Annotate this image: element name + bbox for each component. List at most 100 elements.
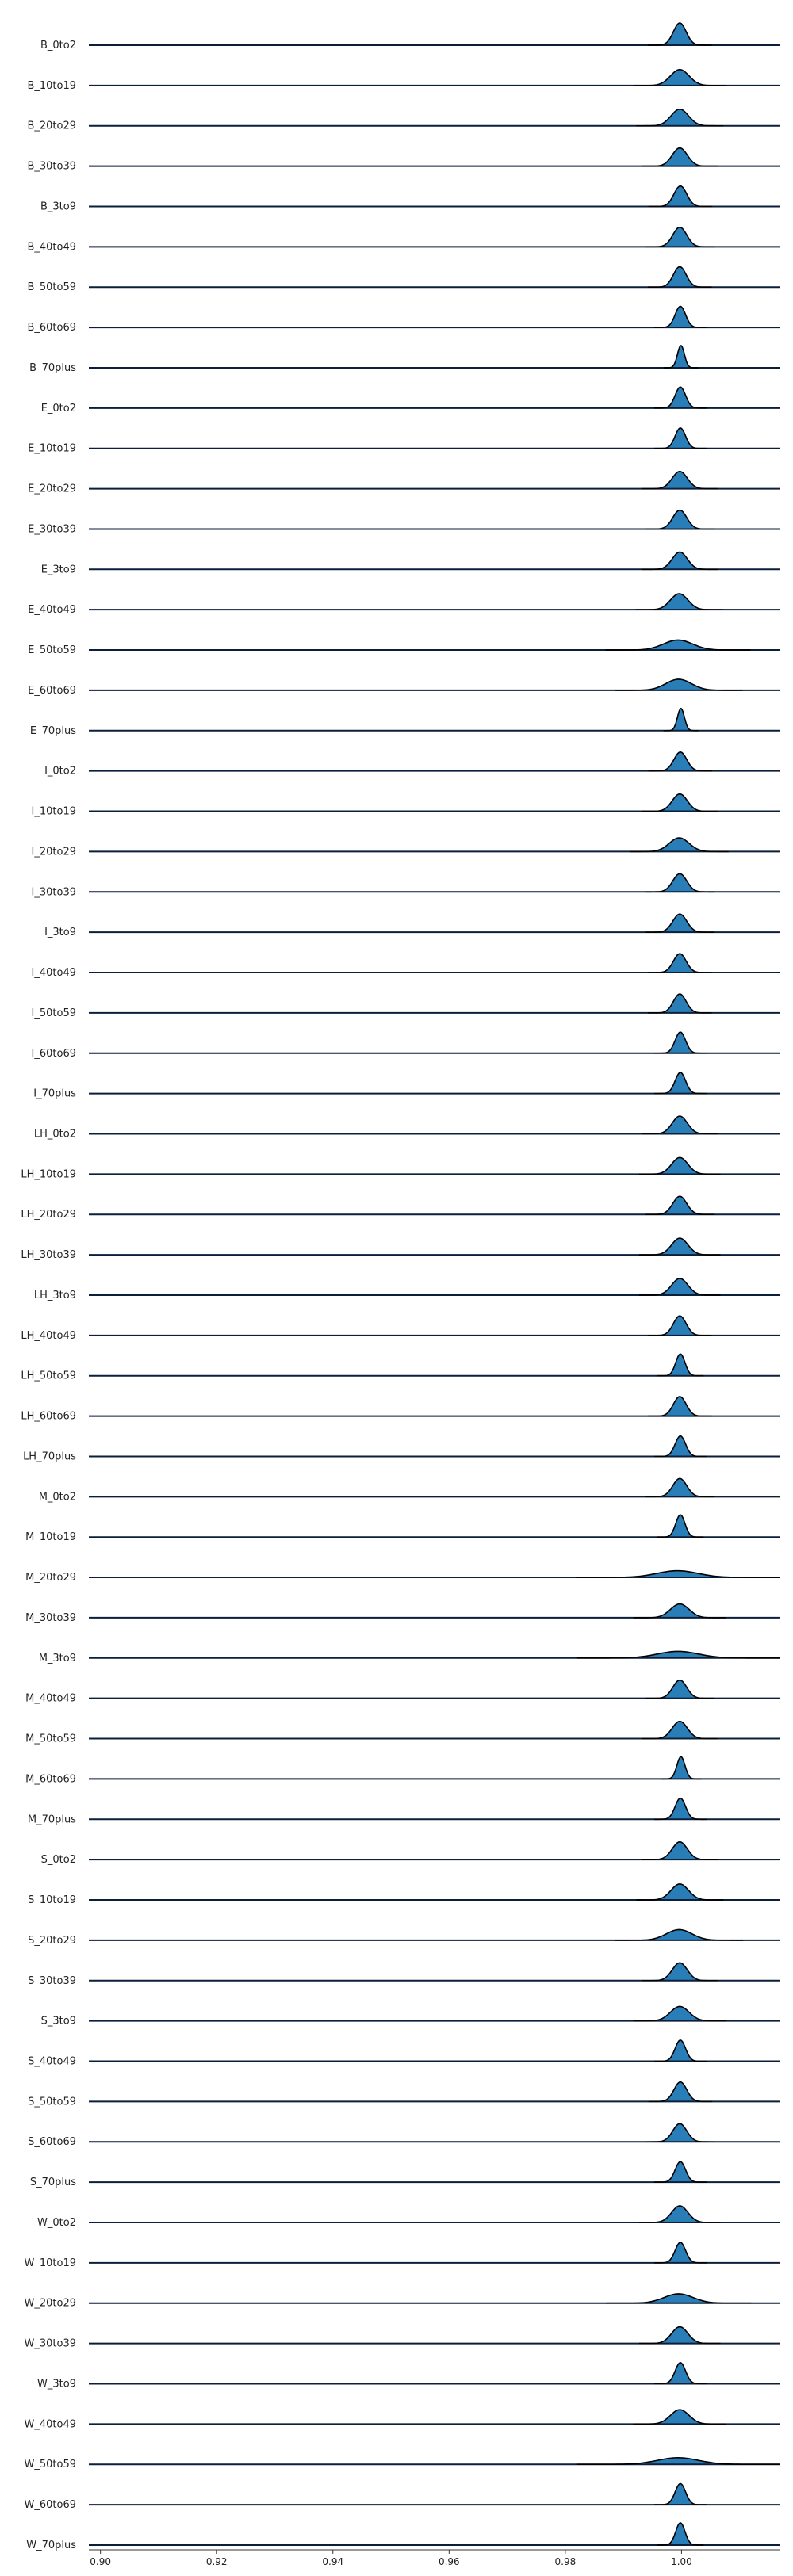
row-label: E_20to29 (28, 483, 76, 495)
row-label: I_10to19 (32, 806, 76, 818)
ridge-row: S_20to29 (28, 1928, 780, 1947)
ridge-area (633, 2410, 726, 2425)
ridge-area (647, 994, 712, 1013)
ridge-area (642, 552, 718, 570)
ridge-row: B_50to59 (27, 266, 780, 293)
ridge-outline (638, 2205, 721, 2223)
ridge-row: W_3to9 (37, 2362, 780, 2390)
ridge-row: S_40to49 (28, 2039, 780, 2068)
row-label: M_0to2 (39, 1491, 76, 1503)
row-label: I_30to39 (32, 886, 76, 898)
ridge-row: W_70plus (26, 2522, 780, 2551)
ridge-outline (645, 873, 715, 893)
ridge-area (661, 1756, 702, 1779)
ridge-outline (633, 2409, 726, 2425)
row-label: LH_10to19 (21, 1168, 76, 1180)
ridge-outline (635, 593, 723, 610)
ridge-area (663, 708, 699, 731)
ridge-row: B_0to2 (40, 22, 780, 52)
ridge-area (647, 23, 712, 45)
row-label: E_60to69 (28, 685, 76, 697)
ridge-row: W_30to39 (25, 2326, 780, 2350)
ridge-area (638, 1157, 721, 1175)
ridge-area (653, 2039, 707, 2062)
ridge-area (642, 1116, 718, 1134)
row-label: LH_20to29 (21, 1209, 76, 1221)
x-tick-label: 0.90 (90, 2556, 111, 2567)
ridge-row: I_60to69 (32, 1031, 780, 1060)
ridge-area (647, 266, 712, 288)
row-label: M_40to49 (25, 1693, 76, 1705)
ridge-row: S_60to69 (28, 2123, 780, 2148)
ridge-outline (657, 1514, 704, 1538)
ridge-outline (645, 1679, 715, 1699)
ridge-row: E_0to2 (41, 386, 780, 415)
row-label: M_20to29 (25, 1572, 76, 1584)
ridge-outline (645, 2123, 715, 2143)
ridge-outline (648, 185, 713, 208)
row-label: B_30to39 (27, 161, 76, 173)
row-label: B_70plus (29, 362, 76, 374)
ridge-row: I_70plus (33, 1072, 780, 1100)
ridge-row: M_40to49 (25, 1679, 780, 1705)
x-tick-label: 0.94 (322, 2556, 343, 2567)
ridge-outline (657, 1353, 704, 1377)
ridge-area (647, 1316, 712, 1336)
ridge-row: W_20to29 (25, 2293, 780, 2310)
ridge-row: S_30to39 (28, 1962, 780, 1987)
ridge-area (648, 751, 713, 771)
ridge-row: I_50to59 (32, 993, 780, 1019)
row-label: B_3to9 (40, 201, 76, 212)
ridge-row: M_0to2 (39, 1477, 780, 1503)
ridge-outline (642, 551, 718, 571)
ridge-area (576, 1651, 780, 1658)
ridge-area (653, 387, 707, 408)
ridge-row: S_70plus (30, 2161, 780, 2188)
ridge-row: E_40to49 (28, 593, 780, 616)
ridge-row: B_3to9 (40, 185, 780, 212)
row-label: S_60to69 (28, 2136, 76, 2148)
ridge-outline (653, 2039, 707, 2062)
ridge-outline (645, 509, 715, 530)
ridge-outline (653, 1031, 707, 1054)
ridge-row: S_3to9 (41, 2005, 780, 2028)
ridge-row: S_10to19 (28, 1883, 780, 1906)
ridge-outline (642, 1840, 718, 1860)
ridge-outline (647, 1396, 712, 1417)
ridge-area (576, 1570, 780, 1578)
ridge-area (638, 2205, 721, 2222)
ridge-row: W_50to59 (25, 2456, 780, 2471)
ridge-area (653, 1435, 707, 1457)
ridge-outline (645, 913, 715, 933)
ridge-area (653, 2242, 707, 2263)
ridge-row: I_20to29 (32, 837, 780, 858)
ridge-row: E_3to9 (41, 551, 780, 575)
row-label: LH_60to69 (21, 1411, 76, 1423)
row-label: B_0to2 (40, 40, 76, 52)
ridge-area (642, 1721, 718, 1739)
row-label: M_50to59 (25, 1733, 76, 1745)
ridge-area (605, 640, 751, 651)
row-label: M_3to9 (39, 1653, 76, 1664)
ridge-outline (636, 1883, 724, 1901)
row-label: I_0to2 (44, 766, 76, 778)
ridge-area (645, 227, 715, 247)
ridge-row: B_40to49 (27, 226, 780, 253)
ridge-outline (645, 1195, 715, 1216)
ridge-area (636, 109, 724, 126)
ridge-row: E_70plus (30, 707, 780, 737)
ridge-row: B_30to39 (27, 147, 780, 173)
ridge-row: W_60to69 (25, 2482, 780, 2511)
ridge-area (653, 2483, 707, 2505)
ridge-outline (648, 2081, 713, 2103)
ridge-outline (615, 1928, 744, 1941)
ridge-area (653, 1072, 707, 1094)
row-label: I_50to59 (32, 1007, 76, 1019)
ridge-outline (661, 1756, 702, 1780)
ridge-row: M_70plus (28, 1797, 780, 1825)
ridge-area (633, 1603, 726, 1618)
row-label: B_20to29 (27, 120, 76, 132)
row-label: M_70plus (28, 1814, 76, 1825)
ridge-row: S_0to2 (41, 1840, 780, 1866)
row-label: B_50to59 (27, 281, 76, 293)
